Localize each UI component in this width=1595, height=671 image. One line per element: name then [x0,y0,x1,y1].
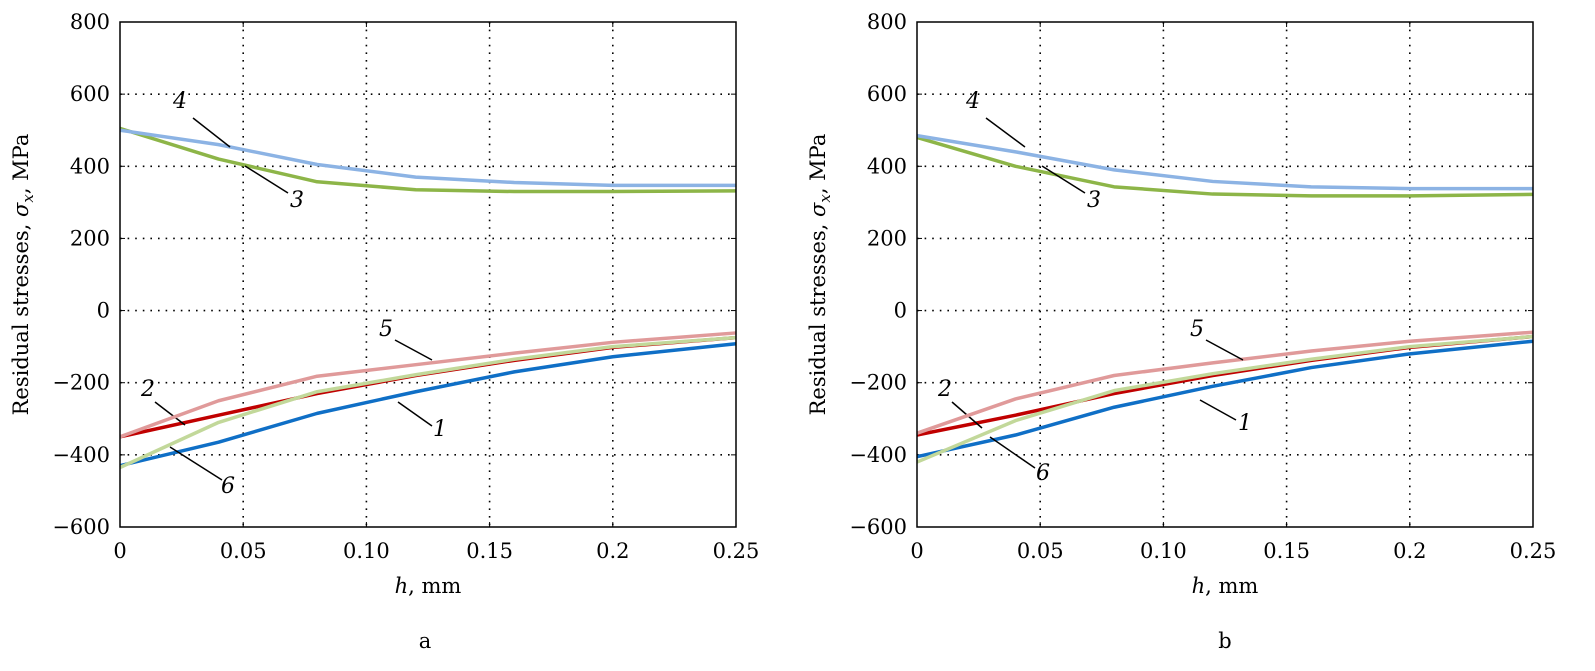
y-tick-label: −200 [52,371,110,395]
y-axis-label: Residual stresses, σx, MPa [806,134,834,416]
y-tick-label: 800 [70,10,110,34]
plot-frame [916,21,1534,528]
annotation-leader [1205,339,1244,361]
y-tick-label: −600 [52,515,110,539]
y-tick-label: 400 [867,154,907,178]
series-label-6: 6 [1036,461,1050,486]
y-tick-label: 400 [70,154,110,178]
series-label-6: 6 [221,474,235,499]
y-tick-label: 600 [867,82,907,106]
x-tick-label: 0 [910,539,923,563]
x-tick-label: 0.15 [1263,539,1310,563]
y-tick-label: 200 [867,226,907,250]
annotation-leader [1041,165,1086,194]
x-tick-label: 0.10 [1140,539,1187,563]
x-tick-label: 0.05 [220,539,267,563]
x-axis-var: h [1192,574,1206,598]
y-axis-sub: x [19,194,37,203]
x-tick-label: 0.10 [343,539,390,563]
x-tick-label: 0.2 [596,539,629,563]
y-tick-label: −600 [849,515,907,539]
y-tick-label: −400 [52,443,110,467]
series-label-5: 5 [379,317,393,342]
y-axis-sym: σ [806,202,830,217]
y-tick-label: 800 [867,10,907,34]
y-tick-label: 0 [894,299,907,323]
y-axis-label-pre: Residual stresses, [806,217,830,415]
series-label-3: 3 [1087,188,1101,213]
series-line-5 [916,330,1534,435]
x-axis-unit: , mm [1205,574,1258,598]
series-label-4: 4 [965,89,980,114]
series-label-2: 2 [140,377,155,402]
series-line-5 [119,331,737,439]
annotation-leader [397,401,433,427]
annotation-leader [394,339,433,361]
series-line-4 [119,128,736,188]
x-tick-label: 0.25 [1510,539,1557,563]
x-tick-label: 0.15 [466,539,513,563]
series-label-3: 3 [290,188,304,213]
annotation-leader [154,401,186,426]
series-line-6 [119,335,737,470]
series-line-3 [916,135,1534,198]
y-tick-label: 0 [97,299,110,323]
y-tick-label: −200 [849,371,907,395]
y-axis-label-post: , MPa [806,134,830,195]
annotation-leader [244,165,289,194]
series-line-6 [916,334,1534,464]
x-axis-unit: , mm [408,574,461,598]
series-label-2: 2 [937,377,952,402]
chart-b: 0 0.05 0.10 0.15 0.2 0.25 −600 −400 −200 0 200 400 6… [806,10,1556,653]
y-axis-label-pre: Residual stresses, [9,217,33,415]
x-axis-label: h, mm [395,574,462,598]
x-axis-var: h [395,574,409,598]
y-tick-label: −400 [849,443,907,467]
subfigure-caption: a [419,629,432,653]
y-tick-label: 200 [70,226,110,250]
x-tick-label: 0 [113,539,126,563]
series-line-1 [119,342,737,468]
annotation-leader [989,436,1036,469]
subfigure-caption: b [1218,629,1231,653]
y-axis-label: Residual stresses, σx, MPa [9,134,37,416]
series-line-1 [916,339,1534,459]
chart-a: 0 0.05 0.10 0.15 0.2 0.25 −600 −400 −200 0 200 400 6… [9,10,759,653]
series-label-4: 4 [172,89,187,114]
x-tick-label: 0.25 [713,539,760,563]
series-line-3 [119,126,737,194]
y-axis-sub: x [816,194,834,203]
x-tick-label: 0.2 [1393,539,1426,563]
y-axis-sym: σ [9,202,33,217]
series-label-1: 1 [1238,411,1252,436]
x-tick-label: 0.05 [1017,539,1064,563]
series-line-4 [916,133,1533,191]
annotation-leader [985,117,1026,148]
y-axis-label-post: , MPa [9,134,33,195]
plot-frame [119,21,737,528]
annotation-leader [169,446,223,481]
annotation-leader [1199,399,1237,421]
y-tick-label: 600 [70,82,110,106]
series-label-5: 5 [1190,317,1204,342]
x-axis-label: h, mm [1192,574,1259,598]
series-label-1: 1 [433,417,447,442]
annotation-leader [192,117,231,148]
